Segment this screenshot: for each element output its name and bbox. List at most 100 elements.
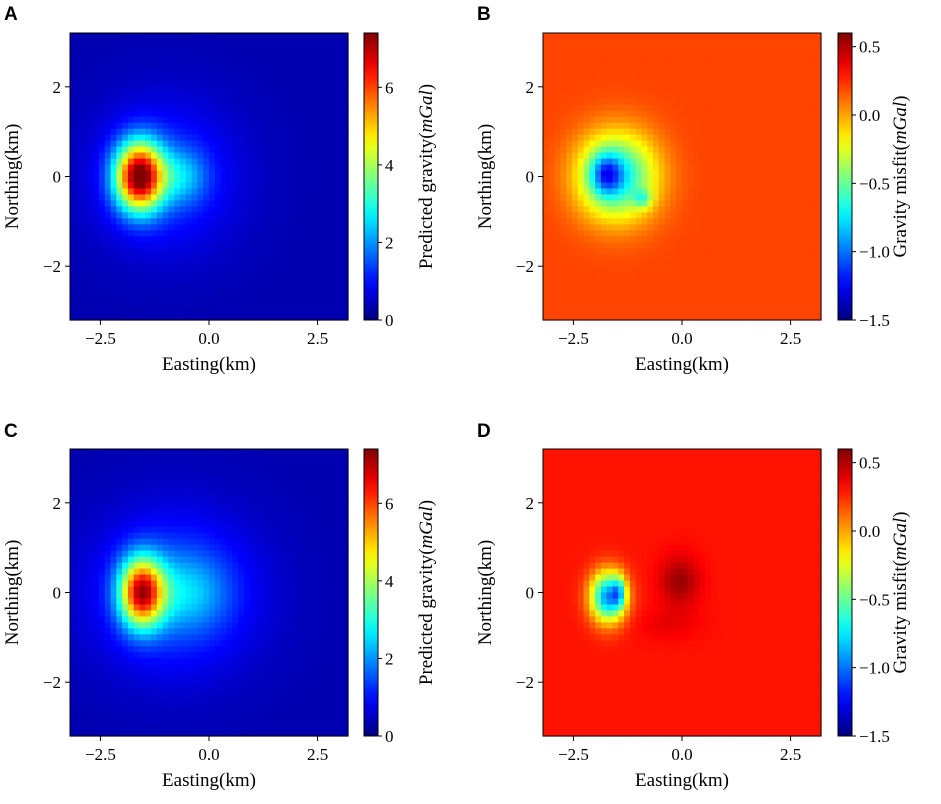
heatmap-cell	[81, 272, 88, 279]
heatmap-cell	[203, 260, 210, 267]
heatmap-cell	[168, 466, 175, 474]
heatmap-cell	[214, 134, 222, 142]
heatmap-cell	[145, 472, 152, 480]
heatmap-cell	[151, 260, 158, 267]
heatmap-cell	[151, 478, 158, 486]
heatmap-cell	[543, 284, 550, 291]
heatmap-cell	[313, 248, 320, 255]
heatmap-cell	[104, 266, 112, 273]
heatmap-cell	[284, 158, 291, 166]
heatmap-cell	[792, 68, 799, 76]
heatmap-cell	[116, 38, 123, 46]
heatmap-cell	[734, 284, 741, 291]
colorbar-label-close: )	[416, 84, 437, 90]
heatmap-cell	[342, 122, 349, 130]
heatmap-cell	[595, 33, 602, 40]
heatmap-cell	[336, 188, 343, 196]
heatmap-cell	[797, 110, 805, 118]
colorbar-tick-label: −1.5	[859, 311, 890, 330]
heatmap-cell	[687, 68, 695, 76]
heatmap-cell	[803, 314, 811, 321]
heatmap-cell	[104, 50, 112, 58]
heatmap-cell	[104, 212, 112, 219]
heatmap-cell	[647, 110, 654, 118]
heatmap-cell	[705, 230, 712, 237]
colorbar-tick-label: 2	[385, 233, 394, 252]
heatmap-cell	[70, 449, 77, 456]
heatmap-cell	[624, 284, 631, 291]
heatmap-cell	[255, 454, 262, 462]
heatmap-cell	[647, 68, 654, 76]
heatmap-cell	[653, 218, 660, 225]
heatmap-cell	[792, 50, 799, 58]
heatmap-cell	[768, 212, 776, 219]
heatmap-cell	[278, 290, 285, 297]
heatmap-cell	[75, 86, 83, 94]
heatmap-cell	[780, 188, 787, 196]
heatmap-cell	[197, 188, 204, 196]
heatmap-cell	[624, 182, 631, 190]
heatmap-cell	[606, 104, 614, 112]
heatmap-cell	[319, 128, 326, 136]
heatmap-cell	[571, 194, 579, 202]
heatmap-cell	[647, 146, 654, 154]
heatmap-cell	[261, 188, 268, 196]
heatmap-cell	[313, 92, 320, 100]
heatmap-cell	[75, 230, 83, 237]
heatmap-cell	[595, 266, 602, 273]
heatmap-cell	[693, 278, 700, 285]
heatmap-cell	[232, 302, 239, 309]
heatmap-cell	[815, 116, 822, 124]
heatmap-cell	[797, 272, 805, 279]
heatmap-cell	[543, 182, 550, 190]
heatmap-cell	[583, 62, 590, 70]
heatmap-cell	[797, 33, 805, 40]
heatmap-cell	[255, 122, 262, 130]
heatmap-cell	[127, 302, 135, 309]
heatmap-cell	[156, 152, 164, 160]
heatmap-cell	[809, 164, 816, 172]
heatmap-cell	[295, 188, 303, 196]
heatmap-cell	[214, 74, 222, 82]
heatmap-cell	[203, 80, 210, 88]
heatmap-cell	[629, 206, 637, 213]
heatmap-cell	[70, 254, 77, 261]
heatmap-cell	[324, 188, 332, 196]
heatmap-cell	[209, 62, 216, 70]
heatmap-cell	[139, 176, 146, 184]
heatmap-cell	[682, 176, 689, 184]
heatmap-cell	[185, 278, 193, 285]
heatmap-cell	[156, 272, 164, 279]
heatmap-cell	[151, 254, 158, 261]
heatmap-cell	[699, 212, 706, 219]
heatmap-cell	[261, 176, 268, 184]
heatmap-cell	[554, 104, 561, 112]
heatmap-cell	[313, 80, 320, 88]
heatmap-cell	[116, 254, 123, 261]
heatmap-cell	[676, 170, 683, 178]
heatmap-cell	[168, 449, 175, 456]
heatmap-cell	[127, 242, 135, 249]
heatmap-cell	[658, 110, 666, 118]
heatmap-cell	[255, 56, 262, 64]
heatmap-cell	[319, 206, 326, 213]
heatmap-cell	[220, 206, 227, 213]
heatmap-cell	[98, 218, 106, 225]
heatmap-cell	[577, 260, 585, 267]
heatmap-cell	[693, 38, 700, 46]
heatmap-cell	[301, 449, 309, 456]
heatmap-cell	[757, 134, 764, 142]
heatmap-cell	[290, 466, 297, 474]
heatmap-cell	[664, 290, 672, 297]
heatmap-cell	[554, 266, 561, 273]
heatmap-cell	[612, 80, 619, 88]
heatmap-cell	[295, 92, 303, 100]
heatmap-cell	[722, 33, 729, 40]
heatmap-cell	[693, 176, 700, 184]
heatmap-cell	[307, 188, 314, 196]
heatmap-cell	[168, 454, 175, 462]
heatmap-cell	[560, 302, 567, 309]
heatmap-cell	[116, 242, 123, 249]
heatmap-cell	[647, 182, 654, 190]
heatmap-cell	[670, 230, 677, 237]
